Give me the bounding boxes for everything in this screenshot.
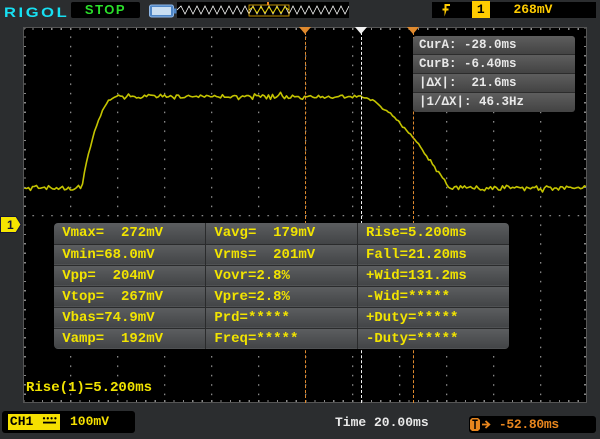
svg-text:1: 1 — [7, 218, 14, 232]
